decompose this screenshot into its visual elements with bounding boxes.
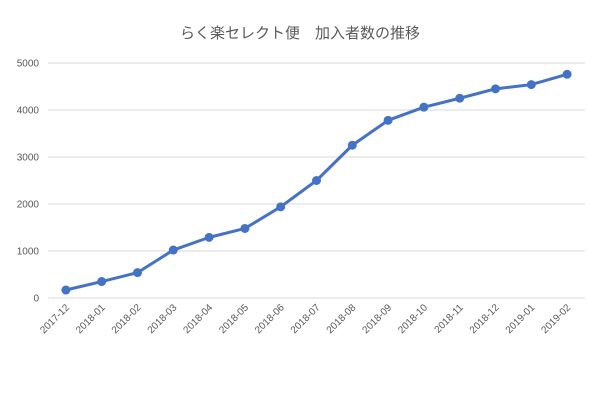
grid-lines [48,62,585,299]
x-tick-label: 2018-03 [146,302,180,336]
x-tick-label: 2018-01 [74,302,108,336]
x-tick-label: 2018-06 [253,302,287,336]
x-tick-label: 2019-01 [504,302,538,336]
data-point-2019-02 [562,69,572,79]
data-point-2019-01 [526,80,536,90]
chart-title: らく楽セレクト便 加入者数の推移 [180,24,420,42]
x-tick-label: 2018-05 [217,302,251,336]
y-axis-tick-labels: 0 1000 2000 3000 4000 5000 [17,59,40,305]
x-tick-label: 2018-04 [181,302,215,336]
y-tick-label: 4000 [17,106,40,117]
data-point-2018-06 [276,202,286,212]
data-point-2018-09 [383,115,393,125]
x-tick-label: 2018-11 [433,302,467,336]
x-tick-label: 2018-09 [360,302,394,336]
x-tick-label: 2017-12 [38,302,72,336]
y-tick-label: 1000 [17,247,40,258]
data-point-2018-01 [97,277,107,287]
series-layer [61,69,572,295]
data-point-2018-10 [419,102,429,112]
data-point-2018-08 [347,140,357,150]
x-tick-label: 2018-08 [325,302,359,336]
x-tick-label: 2018-07 [289,302,323,336]
data-point-2017-12 [61,285,71,295]
y-tick-label: 2000 [17,200,40,211]
data-point-2018-02 [133,268,142,278]
data-point-2018-05 [240,223,250,233]
data-point-2018-07 [312,176,321,185]
x-tick-label: 2018-10 [396,302,430,336]
x-tick-label: 2019-02 [539,302,573,336]
data-point-2018-03 [168,245,178,255]
data-point-2018-12 [491,84,500,94]
x-tick-label: 2018-02 [110,302,144,336]
y-tick-label: 3000 [17,153,40,164]
y-tick-label: 5000 [17,59,40,70]
y-tick-label: 0 [33,294,39,305]
data-point-2018-11 [455,93,465,103]
data-point-2018-04 [204,232,214,242]
x-tick-label: 2018-12 [468,302,502,336]
x-axis-tick-labels: 2017-12 2018-01 2018-02 2018-03 2018-04 2018-… [38,302,573,336]
